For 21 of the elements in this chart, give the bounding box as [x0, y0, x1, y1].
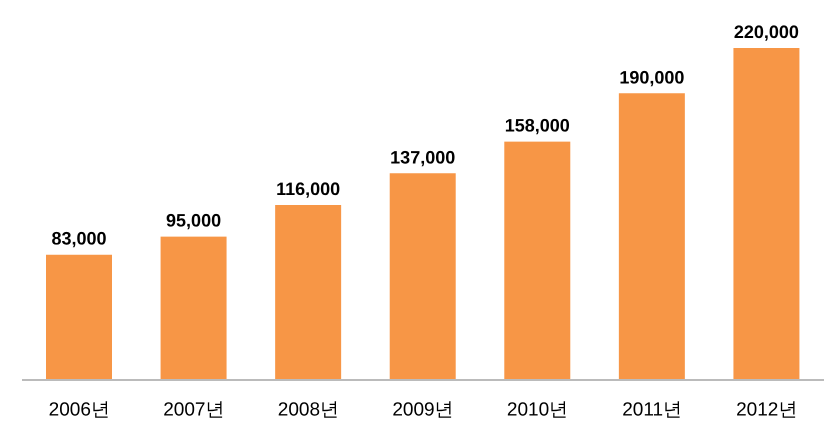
data-label: 158,000: [504, 116, 570, 136]
data-label: 83,000: [51, 228, 107, 249]
bar: [504, 142, 570, 380]
data-label: 137,000: [390, 147, 456, 168]
bar: [733, 48, 800, 380]
data-label: 95,000: [166, 210, 222, 231]
data-label: 190,000: [619, 67, 684, 88]
bar: [160, 236, 227, 380]
x-tick-label: 2008년: [278, 399, 340, 420]
bar: [275, 204, 342, 380]
bar: [46, 254, 112, 380]
x-tick-label: 2006년: [48, 399, 110, 420]
x-tick-label: 2012년: [736, 399, 798, 420]
bar: [390, 173, 456, 380]
x-tick-label: 2009년: [392, 399, 454, 420]
x-tick-label: 2010년: [506, 399, 568, 420]
bar: [618, 93, 685, 380]
data-label: 116,000: [276, 178, 340, 199]
x-tick-label: 2011년: [622, 399, 682, 420]
x-tick-label: 2007년: [163, 399, 224, 420]
data-label: 220,000: [734, 22, 799, 42]
